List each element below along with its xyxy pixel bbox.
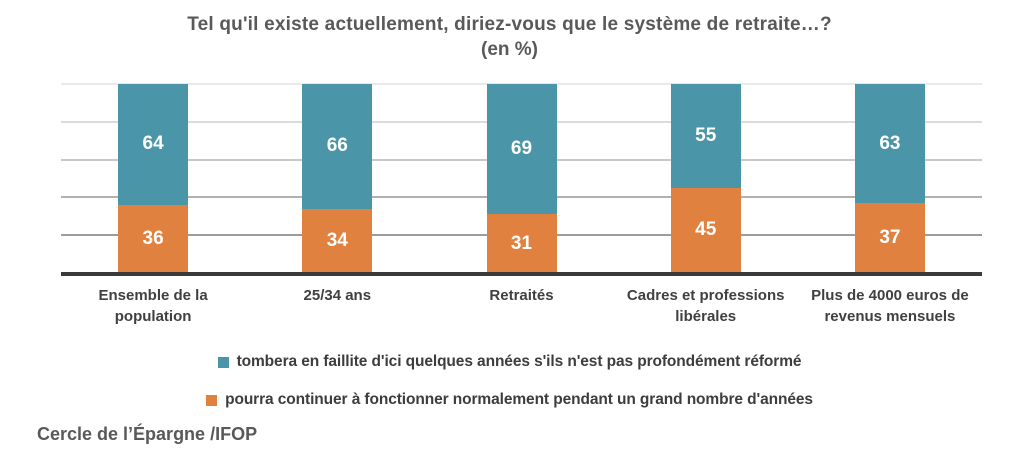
legend: tombera en faillite d'ici quelques année… [0,353,1019,409]
bars-group: 64 36 66 34 69 31 55 45 63 37 [61,84,982,273]
value-label: 66 [326,135,348,157]
bar-segment: 64 [118,84,189,205]
bar-segment: 37 [854,203,925,273]
category-label: Plus de 4000 euros de revenus mensuels [811,287,969,325]
category-label: 25/34 ans [303,287,372,304]
bar-slot: 63 37 [798,84,982,273]
legend-swatch-orange-icon [206,394,218,406]
legend-item-continuer: pourra continuer à fonctionner normaleme… [206,391,813,409]
value-label: 34 [326,229,348,251]
chart-subtitle: (en %) [481,39,538,60]
value-label: 31 [510,232,533,254]
bar-slot: 69 31 [429,84,613,273]
category-label: Ensemble de la population [98,287,208,325]
bar-segment: 66 [302,84,373,209]
value-label: 64 [142,133,164,155]
legend-swatch-teal-icon [217,356,229,368]
bar-slot: 64 36 [61,84,245,273]
legend-label-faillite: tombera en faillite d'ici quelques année… [236,353,802,370]
stacked-bar-5: 63 37 [854,84,925,273]
bar-segment: 31 [486,214,557,273]
stacked-bar-2: 66 34 [302,84,373,273]
value-label: 63 [879,132,901,154]
plot-area: 64 36 66 34 69 31 55 45 63 37 [61,83,982,276]
legend-item-faillite: tombera en faillite d'ici quelques année… [217,353,802,371]
value-label: 36 [142,227,164,249]
title-block: Tel qu'il existe actuellement, diriez-vo… [0,12,1019,62]
source-credit: Cercle de l’Épargne /IFOP [37,424,258,444]
bar-slot: 66 34 [245,84,429,273]
category-label: Retraités [489,287,554,304]
value-label: 45 [695,219,717,241]
legend-label-continuer: pourra continuer à fonctionner normaleme… [225,391,813,408]
bar-segment: 45 [670,187,741,273]
x-axis-line [61,272,982,276]
category-label: Cadres et professions libérales [626,287,785,325]
category-axis: Ensemble de la population 25/34 ans Retrai… [61,285,982,327]
stacked-bar-1: 64 36 [118,84,189,273]
value-label: 37 [879,227,901,249]
value-label: 69 [510,138,533,160]
bar-segment: 36 [118,204,189,273]
bar-segment: 34 [302,208,373,273]
bar-segment: 69 [486,84,557,215]
chart-title: Tel qu'il existe actuellement, diriez-vo… [187,14,832,35]
value-label: 55 [695,124,717,146]
stacked-bar-3: 69 31 [486,84,557,273]
stacked-bar-4: 55 45 [670,84,741,273]
bar-segment: 63 [854,84,925,204]
bar-segment: 55 [670,84,741,188]
bar-slot: 55 45 [614,84,798,273]
